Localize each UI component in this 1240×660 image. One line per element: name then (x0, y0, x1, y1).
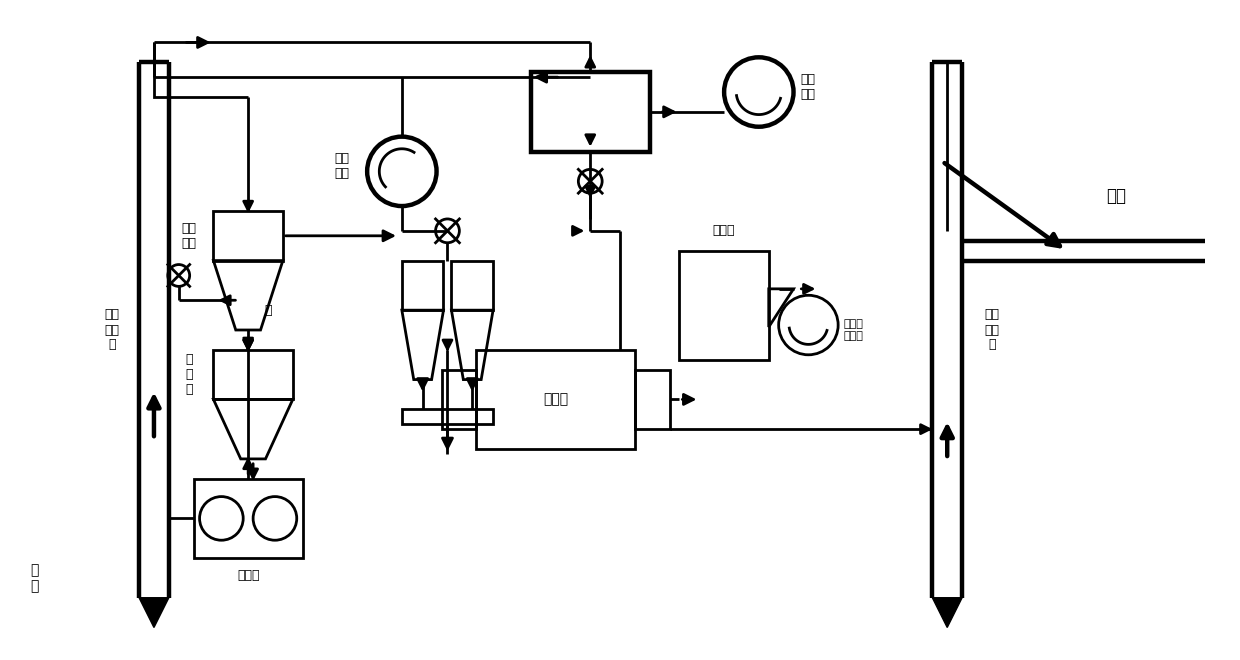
Bar (441, 370, 476, 429)
Bar (193, 478, 303, 558)
Text: 磨尾收
尘风机: 磨尾收 尘风机 (843, 319, 863, 341)
Text: 入磨
提升
机: 入磨 提升 机 (105, 308, 120, 352)
Text: 稳
流
仓: 稳 流 仓 (185, 353, 192, 396)
Text: 前选
粉机: 前选 粉机 (181, 222, 196, 249)
Bar (635, 370, 670, 429)
Text: 收尘器: 收尘器 (713, 224, 735, 238)
Text: 入库: 入库 (1106, 187, 1126, 205)
Polygon shape (139, 598, 169, 628)
Bar (680, 251, 769, 360)
Text: 辊压机: 辊压机 (237, 570, 259, 582)
Bar (531, 72, 650, 152)
Bar (402, 261, 444, 310)
Bar (476, 350, 635, 449)
Text: 球磨机: 球磨机 (543, 393, 568, 407)
Bar (402, 409, 494, 424)
Text: 出磨
提升
机: 出磨 提升 机 (985, 308, 999, 352)
Bar (213, 211, 283, 261)
Polygon shape (932, 598, 962, 628)
Text: 主排
风机: 主排 风机 (801, 73, 816, 101)
Text: 循环
风机: 循环 风机 (335, 152, 350, 180)
Text: 喂
料: 喂 料 (31, 563, 40, 593)
Bar (213, 350, 293, 399)
Text: 选: 选 (264, 304, 272, 317)
Bar (451, 261, 494, 310)
